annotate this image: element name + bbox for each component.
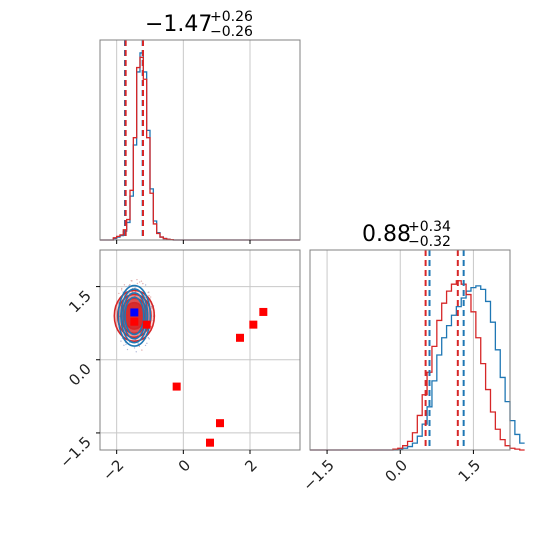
scatter-truth-red (206, 438, 214, 447)
scatter-sample-point (123, 344, 125, 347)
scatter-sample-point (126, 348, 129, 351)
scatter-grid (100, 250, 300, 450)
scatter-sample-point (146, 342, 148, 345)
hist2-x-tick-label: −1.5 (299, 456, 337, 494)
scatter-contour-blue (120, 288, 149, 344)
scatter-sample-point (128, 292, 130, 294)
scatter-truth-red (249, 320, 258, 329)
scatter-contour-blue (122, 292, 147, 340)
scatter-truth-red (216, 419, 224, 428)
hist1-grid (116, 40, 251, 240)
scatter-sample-point (125, 343, 127, 346)
scatter-sample-point (147, 336, 150, 339)
scatter-sample-point (138, 281, 141, 283)
scatter-sample-point (149, 296, 152, 298)
hist1-panel (99, 39, 301, 244)
scatter-sample-point (150, 325, 152, 328)
hist2-x-tick-label: 1.5 (455, 456, 485, 486)
scatter-sample-point (148, 294, 150, 297)
scatter-sample-point (123, 284, 126, 286)
title-param-2: 0.88 +0.34 −0.32 (362, 219, 451, 250)
scatter-truth-points (130, 307, 268, 447)
scatter-sample-point (142, 282, 144, 285)
scatter-panel: −2 0 2 −1.5 0.0 1.5 (56, 249, 301, 484)
hist2-ticks: −1.5 0.0 1.5 (299, 450, 484, 495)
scatter-sample-point (129, 283, 131, 286)
scatter-sample-point (136, 278, 138, 281)
hist1-ticks (116, 240, 251, 244)
scatter-sample-point (131, 280, 133, 282)
scatter-sample-point (138, 345, 141, 348)
scatter-sample-point (141, 349, 143, 351)
title-2-main: 0.88 (362, 222, 411, 247)
scatter-truth-red (236, 333, 244, 342)
scatter-truth-red (130, 317, 139, 326)
scatter-y-tick-label: −1.5 (56, 433, 94, 471)
hist2-quantile-lines (424, 250, 465, 450)
hist2-x-tick-label: 0.0 (381, 456, 411, 486)
scatter-sample-point (148, 338, 150, 340)
scatter-sample-point (121, 287, 123, 290)
scatter-contour-blue (117, 284, 152, 347)
hist1-quantile-lines (124, 40, 144, 240)
scatter-x-tick-label: 0 (175, 456, 194, 475)
scatter-truth-red (172, 382, 181, 391)
scatter-sample-point (135, 351, 137, 353)
hist2-panel: −1.5 0.0 1.5 (299, 249, 525, 495)
scatter-truth-red (259, 307, 268, 316)
scatter-sample-point (125, 285, 127, 288)
title-1-sub: −0.26 (210, 24, 253, 40)
scatter-sample-point (118, 292, 120, 295)
scatter-sample-point (140, 280, 143, 282)
scatter-sample-point (151, 307, 153, 309)
hist2-grid (326, 250, 474, 450)
scatter-sample-point (136, 282, 139, 285)
scatter-x-tick-label: −2 (99, 456, 127, 484)
scatter-sample-point (150, 305, 153, 308)
scatter-sample-point (133, 347, 136, 349)
scatter-truth-red (142, 320, 151, 329)
title-1-sup: +0.26 (210, 9, 253, 25)
title-2-sup: +0.34 (408, 219, 451, 235)
scatter-x-tick-label: 2 (241, 456, 260, 475)
scatter-sample-point (144, 284, 147, 286)
scatter-sample-point (147, 291, 149, 294)
scatter-y-tick-label: 0.0 (65, 360, 95, 390)
title-2-sub: −0.32 (408, 234, 451, 250)
scatter-sample-point (144, 344, 147, 347)
scatter-contour-blue (124, 296, 145, 336)
scatter-truth-blue (130, 308, 139, 317)
title-param-1: −1.47 +0.26 −0.26 (145, 9, 253, 40)
scatter-sample-point (120, 340, 122, 342)
scatter-y-tick-label: 1.5 (65, 287, 95, 317)
scatter-sample-point (120, 289, 123, 291)
title-1-main: −1.47 (145, 12, 212, 37)
